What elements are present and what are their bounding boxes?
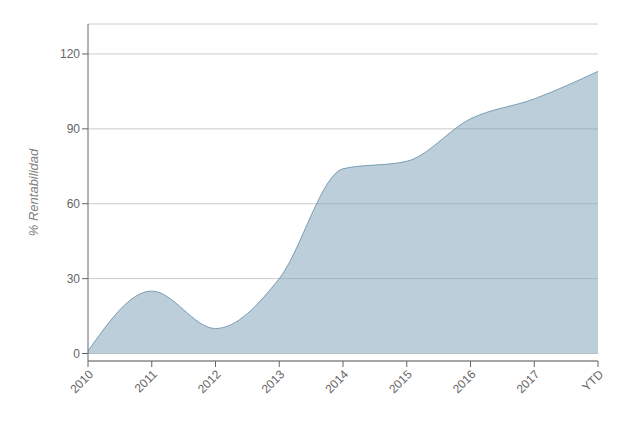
svg-text:2012: 2012	[195, 367, 224, 396]
svg-text:60: 60	[67, 197, 81, 211]
svg-text:120: 120	[60, 47, 80, 61]
svg-text:30: 30	[67, 272, 81, 286]
svg-text:90: 90	[67, 122, 81, 136]
svg-text:2016: 2016	[450, 367, 479, 396]
svg-text:2015: 2015	[386, 367, 415, 396]
svg-text:2013: 2013	[259, 367, 288, 396]
svg-text:YTD: YTD	[579, 367, 606, 394]
svg-text:2014: 2014	[322, 367, 351, 396]
svg-text:% Rentabilidad: % Rentabilidad	[26, 148, 41, 236]
svg-text:2010: 2010	[67, 367, 96, 396]
svg-text:2011: 2011	[132, 367, 160, 395]
svg-text:0: 0	[73, 347, 80, 361]
svg-text:2017: 2017	[514, 367, 543, 396]
